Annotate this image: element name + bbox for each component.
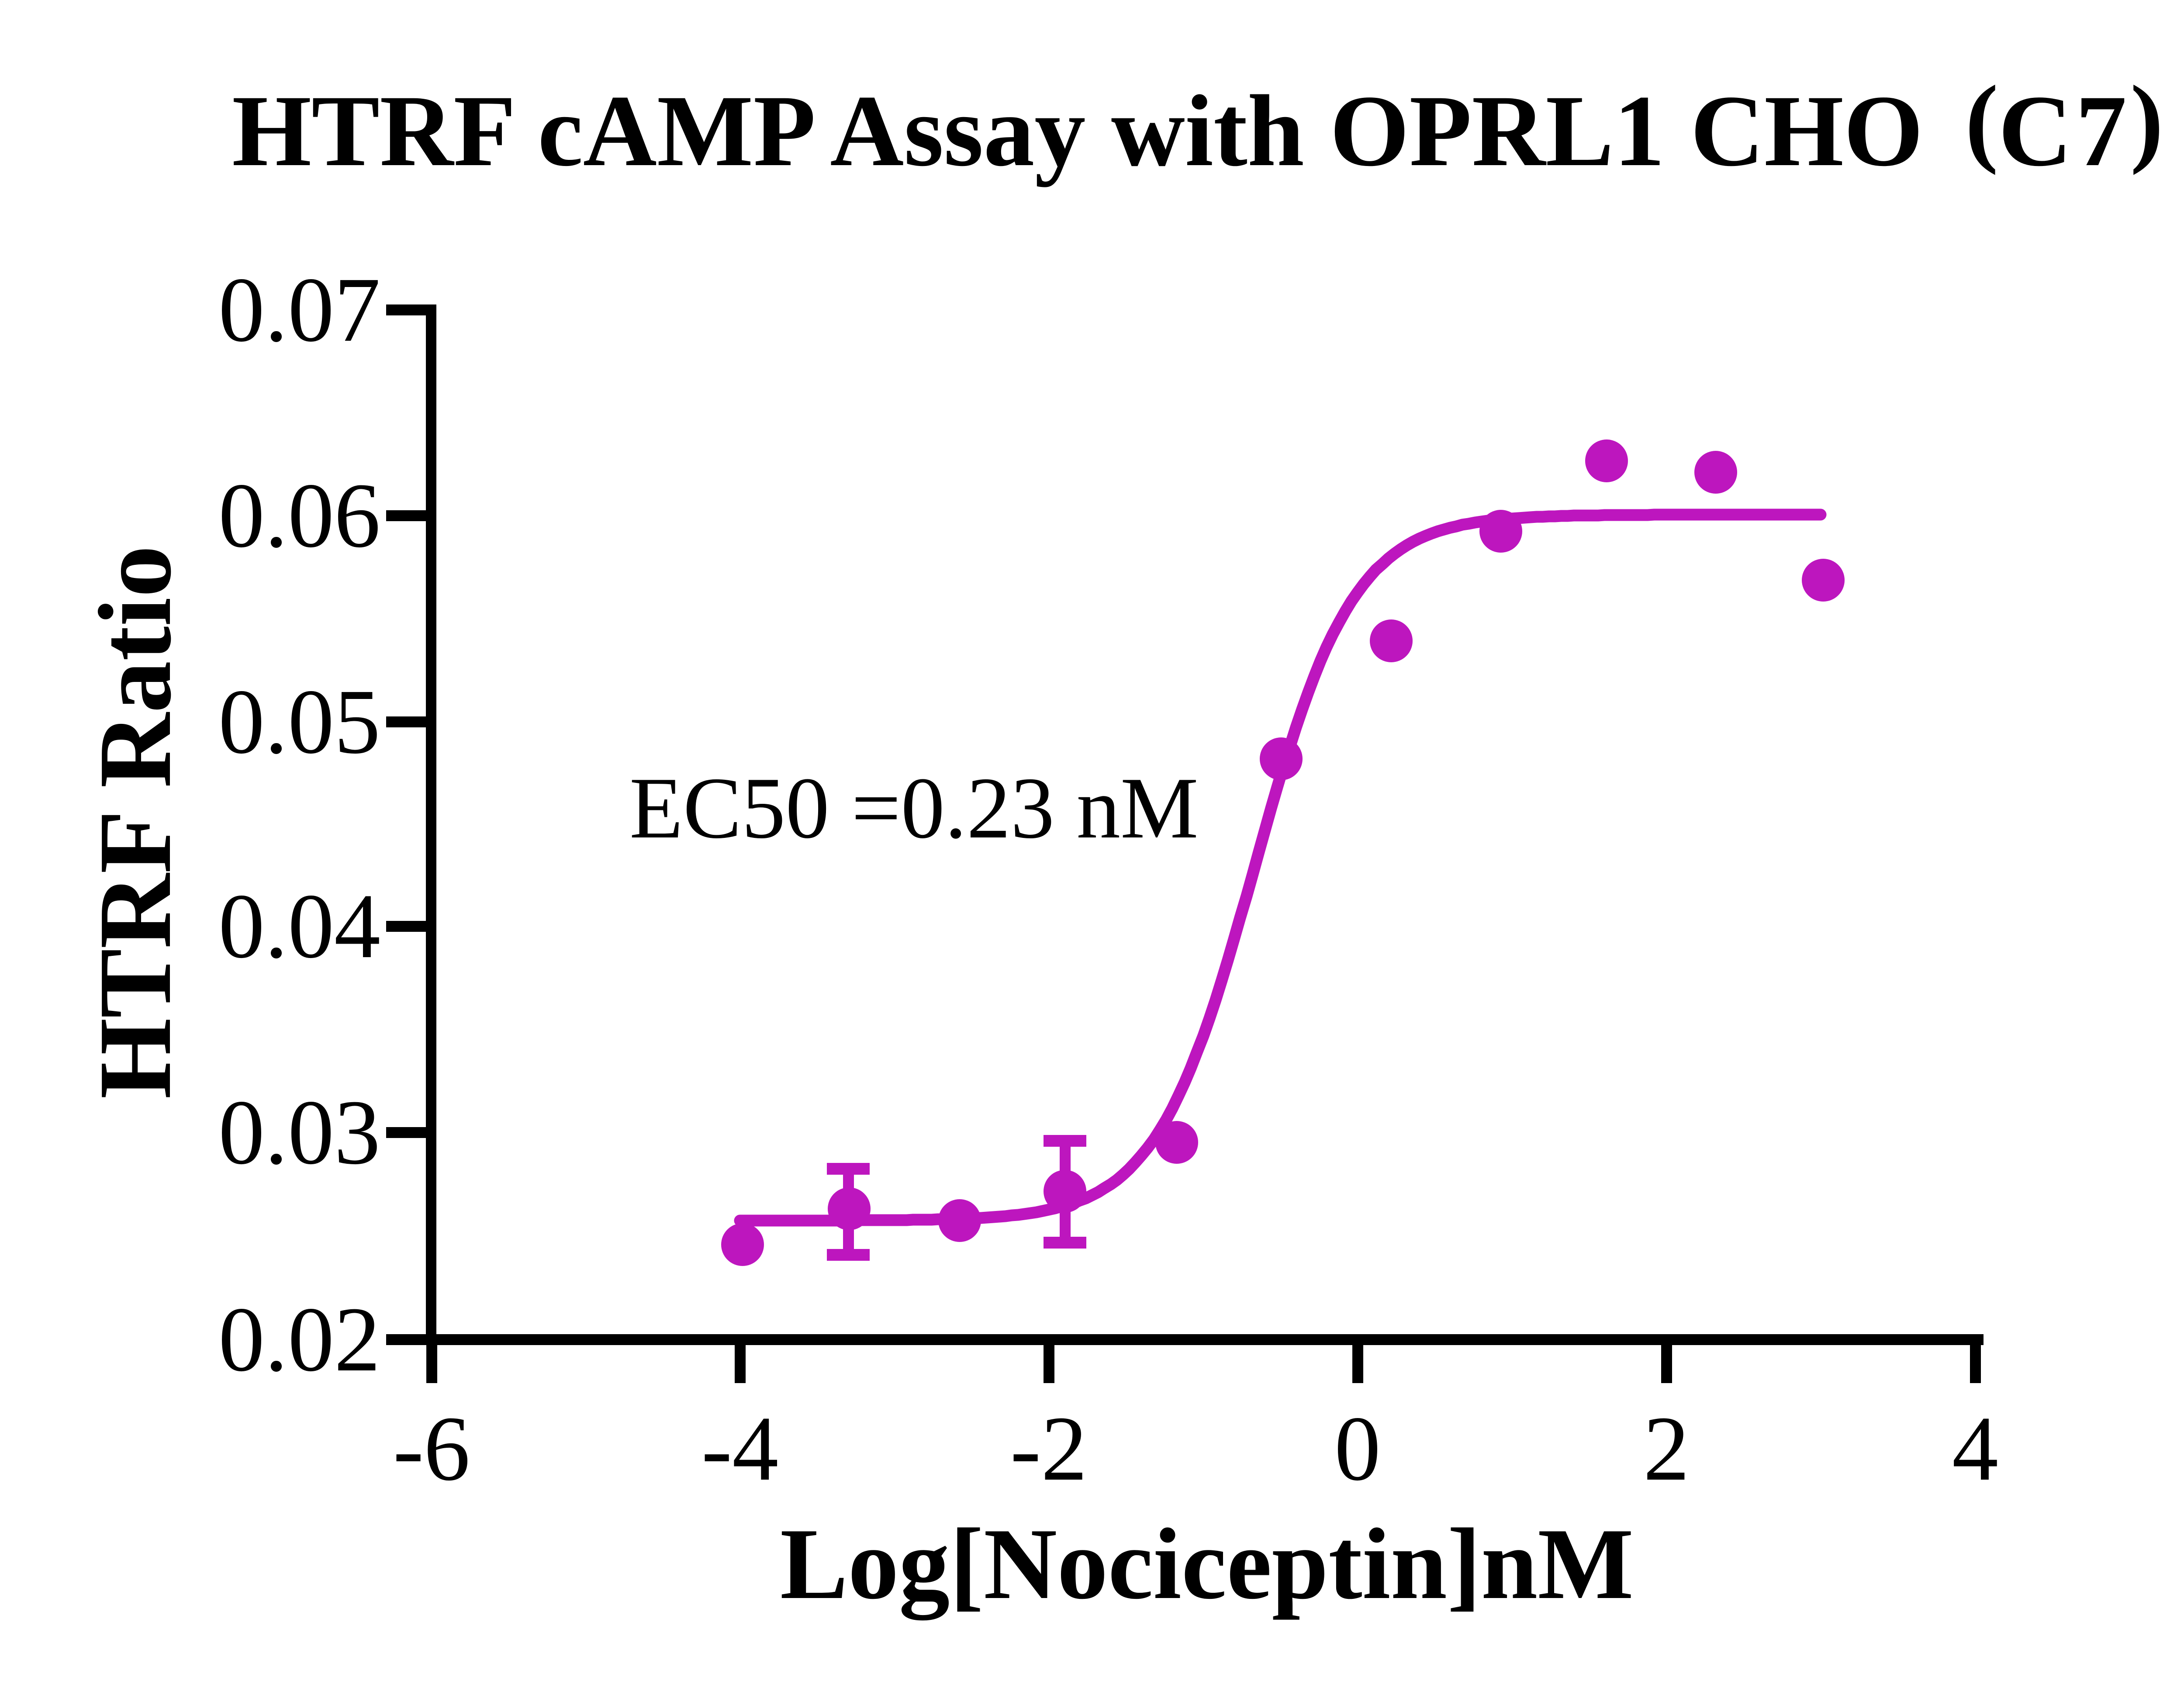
svg-text:EC50 =0.23 nM: EC50 =0.23 nM [629,760,1199,857]
svg-text:2: 2 [1643,1397,1690,1500]
svg-text:0.03: 0.03 [218,1081,380,1183]
svg-text:0: 0 [1334,1397,1381,1500]
svg-text:0.02: 0.02 [218,1288,380,1391]
svg-text:HTRF Ratio: HTRF Ratio [78,545,193,1099]
svg-text:0.07: 0.07 [218,258,380,361]
svg-text:-6: -6 [393,1397,470,1500]
svg-text:HTRF cAMP Assay with OPRL1 CHO: HTRF cAMP Assay with OPRL1 CHO (C7) [232,66,2163,187]
svg-text:0.04: 0.04 [218,875,380,977]
svg-text:0.06: 0.06 [218,464,380,567]
svg-text:-4: -4 [702,1397,779,1500]
svg-text:4: 4 [1952,1397,1998,1500]
svg-text:-2: -2 [1010,1397,1088,1500]
svg-text:0.05: 0.05 [218,670,380,773]
svg-text:Log[Nociceptin]nM: Log[Nociceptin]nM [780,1508,1634,1621]
